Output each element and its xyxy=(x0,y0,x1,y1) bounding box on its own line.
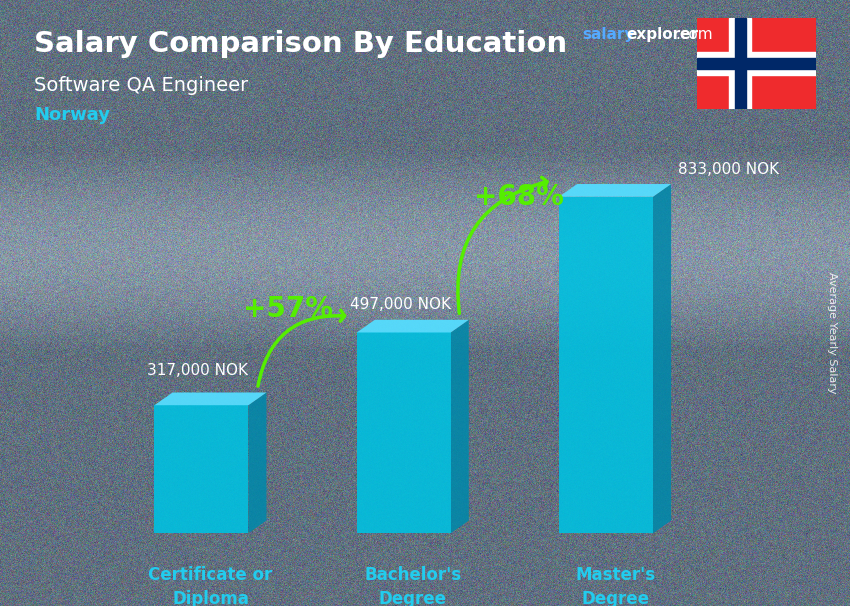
Polygon shape xyxy=(559,184,672,197)
Text: Salary Comparison By Education: Salary Comparison By Education xyxy=(34,30,567,58)
Text: 497,000 NOK: 497,000 NOK xyxy=(349,298,450,313)
Text: Master's
Degree: Master's Degree xyxy=(575,566,655,606)
Text: explorer: explorer xyxy=(626,27,699,42)
FancyBboxPatch shape xyxy=(155,405,248,533)
Text: Certificate or
Diploma: Certificate or Diploma xyxy=(149,566,273,606)
Bar xyxy=(729,18,751,109)
Text: salary: salary xyxy=(582,27,635,42)
Text: Bachelor's
Degree: Bachelor's Degree xyxy=(364,566,462,606)
FancyBboxPatch shape xyxy=(559,197,653,533)
Text: 317,000 NOK: 317,000 NOK xyxy=(147,363,248,378)
Polygon shape xyxy=(653,184,672,533)
Bar xyxy=(697,58,816,69)
Polygon shape xyxy=(155,393,267,405)
Text: Average Yearly Salary: Average Yearly Salary xyxy=(827,273,837,394)
Bar xyxy=(697,52,816,75)
Text: Norway: Norway xyxy=(34,106,110,124)
Text: +57%: +57% xyxy=(243,295,333,323)
Polygon shape xyxy=(450,320,468,533)
Bar xyxy=(735,18,745,109)
Text: .com: .com xyxy=(676,27,713,42)
Text: Software QA Engineer: Software QA Engineer xyxy=(34,76,248,95)
Polygon shape xyxy=(248,393,267,533)
FancyBboxPatch shape xyxy=(357,333,451,533)
Polygon shape xyxy=(357,320,468,333)
Text: 833,000 NOK: 833,000 NOK xyxy=(678,162,779,177)
Text: +68%: +68% xyxy=(474,184,564,211)
